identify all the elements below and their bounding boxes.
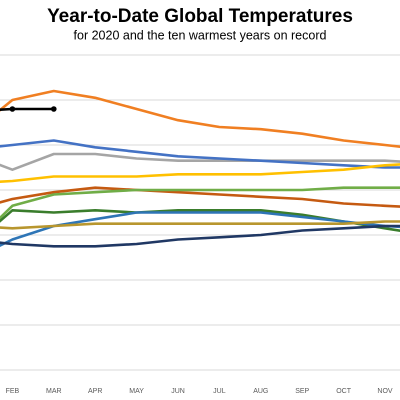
x-tick-label: JUN [171,388,185,395]
x-tick-label: MAR [46,388,62,395]
x-tick-label: JUL [213,388,226,395]
series-line [0,163,400,183]
x-tick-label: APR [88,388,102,395]
x-tick-label: FEB [6,388,20,395]
series-line [0,107,54,111]
x-tick-label: AUG [253,388,268,395]
series-line [0,224,400,248]
series-line [0,89,400,148]
chart-subtitle: for 2020 and the ten warmest years on re… [74,28,327,42]
series-line [0,211,400,248]
series-line [0,152,400,171]
plot-area [0,54,400,371]
x-tick-label: NOV [377,388,393,395]
series-line [0,139,400,169]
series-line [0,186,400,220]
x-tick-label: MAY [129,388,144,395]
x-tick-label: OCT [336,388,352,395]
series-line [0,186,400,208]
series-marker [51,106,57,112]
chart-title: Year-to-Date Global Temperatures [47,6,353,27]
series-line [0,220,400,230]
series-marker [9,106,16,112]
x-tick-label: SEP [295,388,309,395]
